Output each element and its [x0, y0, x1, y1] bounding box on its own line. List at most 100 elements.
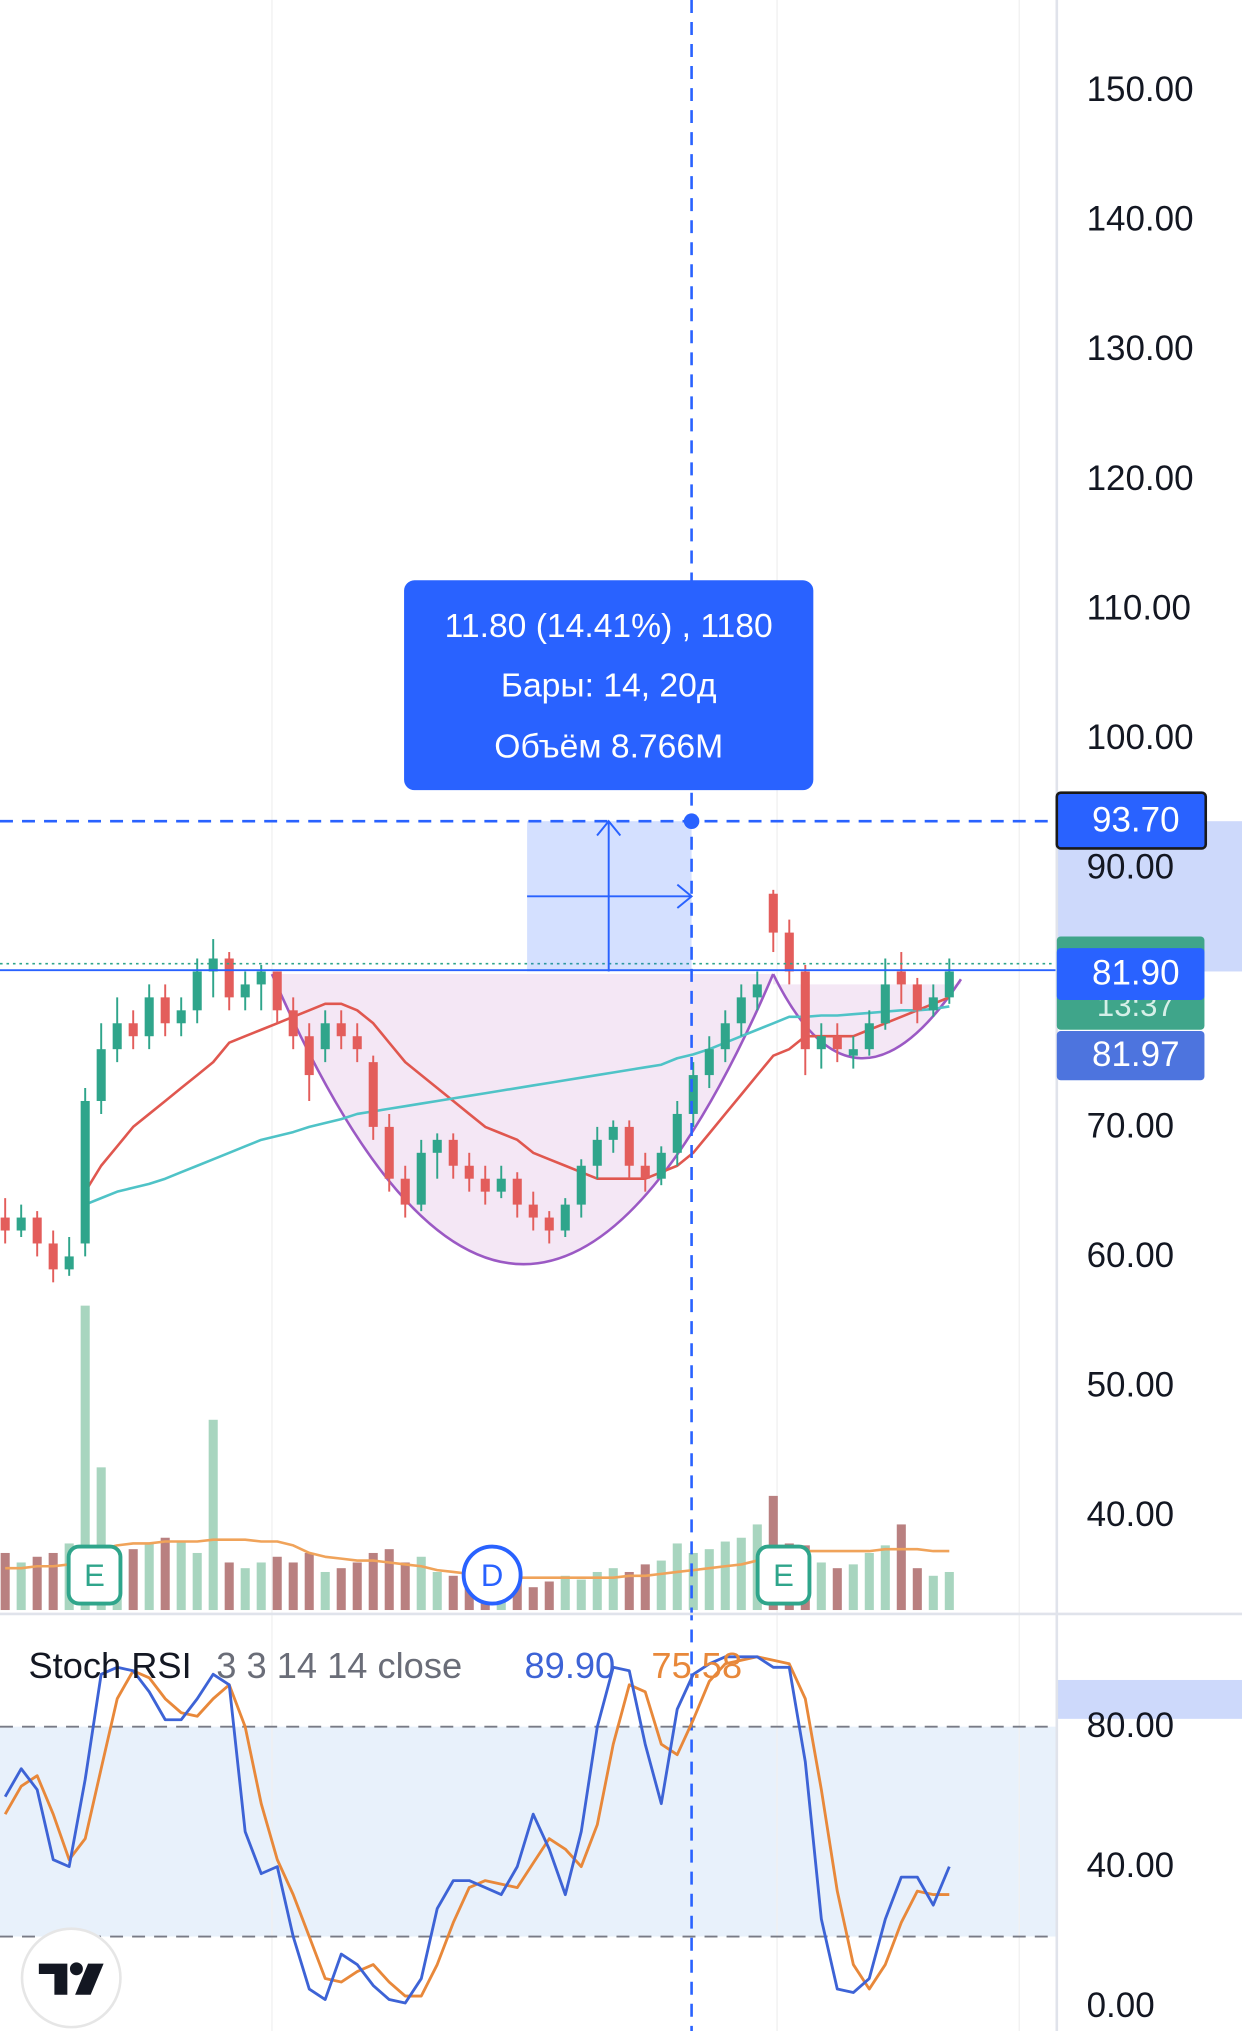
candle-body: [96, 1049, 106, 1101]
candle-body: [400, 1178, 410, 1205]
candle-body: [240, 984, 250, 998]
volume-bar: [32, 1556, 42, 1611]
candle-body: [336, 1023, 346, 1037]
y-tick-label: 50.00: [1087, 1365, 1175, 1404]
dividend-marker[interactable]: [461, 1544, 523, 1606]
candle-body: [560, 1204, 570, 1231]
candle-body: [32, 1217, 42, 1244]
measure-arrow-head: [596, 819, 622, 837]
volume-bar: [672, 1543, 682, 1611]
candle-body: [80, 1100, 90, 1244]
volume-bar: [176, 1541, 186, 1611]
volume-bar: [848, 1564, 858, 1611]
volume-bar: [240, 1568, 250, 1611]
previous-price-box: [1056, 1031, 1205, 1081]
earnings-label: E: [773, 1558, 794, 1593]
volume-bar: [880, 1545, 890, 1611]
candle-body: [880, 984, 890, 1024]
candle-body: [384, 1126, 394, 1179]
candle-body: [480, 1178, 490, 1192]
logo-mark: [75, 1963, 104, 1995]
candle-body: [192, 971, 202, 1011]
indicator-k-value: 89.90: [525, 1645, 616, 1686]
candle-body: [800, 971, 810, 1050]
volume-bar: [208, 1419, 218, 1611]
stoch-tick-label: 40.00: [1087, 1846, 1175, 1885]
candle-body: [112, 1023, 122, 1050]
volume-bar: [560, 1575, 570, 1611]
candle-body: [368, 1062, 378, 1127]
volume-bar: [720, 1541, 730, 1611]
y-tick-label: 140.00: [1087, 200, 1194, 239]
candle-body: [672, 1113, 682, 1153]
candle-body: [944, 971, 954, 998]
volume-bar: [128, 1549, 138, 1611]
volume-bar: [0, 1552, 10, 1611]
measure-change: 11.80 (14.41%) , 1180: [445, 608, 773, 645]
volume-bar: [864, 1552, 874, 1611]
candle-body: [592, 1139, 602, 1166]
measure-bars: Бары: 14, 20д: [501, 668, 717, 705]
candle-body: [160, 997, 170, 1024]
dividend-label: D: [481, 1558, 503, 1593]
candle-body: [816, 1036, 826, 1050]
candle-body: [16, 1217, 26, 1231]
volume-bar: [544, 1581, 554, 1611]
candle-body: [128, 1023, 138, 1037]
y-tick-label: 90.00: [1087, 847, 1175, 886]
volume-bar: [640, 1564, 650, 1611]
candle-body: [416, 1152, 426, 1205]
candle-body: [784, 932, 794, 972]
candle-body: [704, 1049, 714, 1076]
volume-bar: [912, 1568, 922, 1611]
volume-bar: [320, 1571, 330, 1611]
volume-bar: [416, 1556, 426, 1611]
candle-body: [288, 1010, 298, 1037]
volume-bar: [48, 1552, 58, 1611]
logo-badge: [20, 1927, 122, 2029]
candle-body: [256, 971, 266, 985]
candle-body: [640, 1165, 650, 1179]
indicator-legend: Stoch RSI 3 3 14 14 close 89.90 75.58: [28, 1645, 742, 1686]
candle-body: [224, 958, 234, 998]
y-tick-label: 130.00: [1087, 329, 1194, 368]
volume-bar: [592, 1571, 602, 1611]
candle-body: [512, 1178, 522, 1205]
candle-body: [144, 997, 154, 1037]
overlay: 11.80 (14.41%) , 1180 Бары: 14, 20д Объё…: [0, 0, 1057, 2031]
price-labels: 13:37 93.70 81.90 81.97: [1055, 791, 1208, 1081]
candle-body: [736, 997, 746, 1024]
candle-body: [928, 997, 938, 1011]
volume-bar: [736, 1537, 746, 1611]
candle-body: [608, 1126, 618, 1140]
indicator-d-value: 75.58: [651, 1645, 742, 1686]
candle-body: [464, 1165, 474, 1179]
candle-body: [624, 1126, 634, 1166]
candle-body: [320, 1023, 330, 1050]
earnings-marker[interactable]: [755, 1544, 812, 1606]
indicator-name[interactable]: Stoch RSI: [28, 1645, 191, 1686]
axis-range-highlight: [1056, 1679, 1242, 1719]
volume-bar: [704, 1549, 714, 1611]
volume-bar: [288, 1562, 298, 1611]
tradingview-logo[interactable]: [20, 1927, 122, 2029]
candle-body: [896, 971, 906, 985]
candle-body: [176, 1010, 186, 1024]
measure-tooltip: [404, 580, 814, 791]
volume-bar: [512, 1581, 522, 1611]
candle-body: [720, 1023, 730, 1050]
volume-bar: [96, 1467, 106, 1611]
volume-bar: [384, 1549, 394, 1611]
volume-bar: [272, 1556, 282, 1611]
candle-body: [432, 1139, 442, 1153]
earnings-marker[interactable]: [66, 1544, 123, 1606]
last-price: 81.90: [1092, 954, 1180, 993]
volume-bar: [688, 1552, 698, 1611]
volume-bar: [256, 1562, 266, 1611]
candle-body: [576, 1165, 586, 1205]
candle-body: [656, 1152, 666, 1179]
volume-bar: [400, 1562, 410, 1611]
volume-bar: [816, 1562, 826, 1611]
candle-body: [272, 971, 282, 1011]
